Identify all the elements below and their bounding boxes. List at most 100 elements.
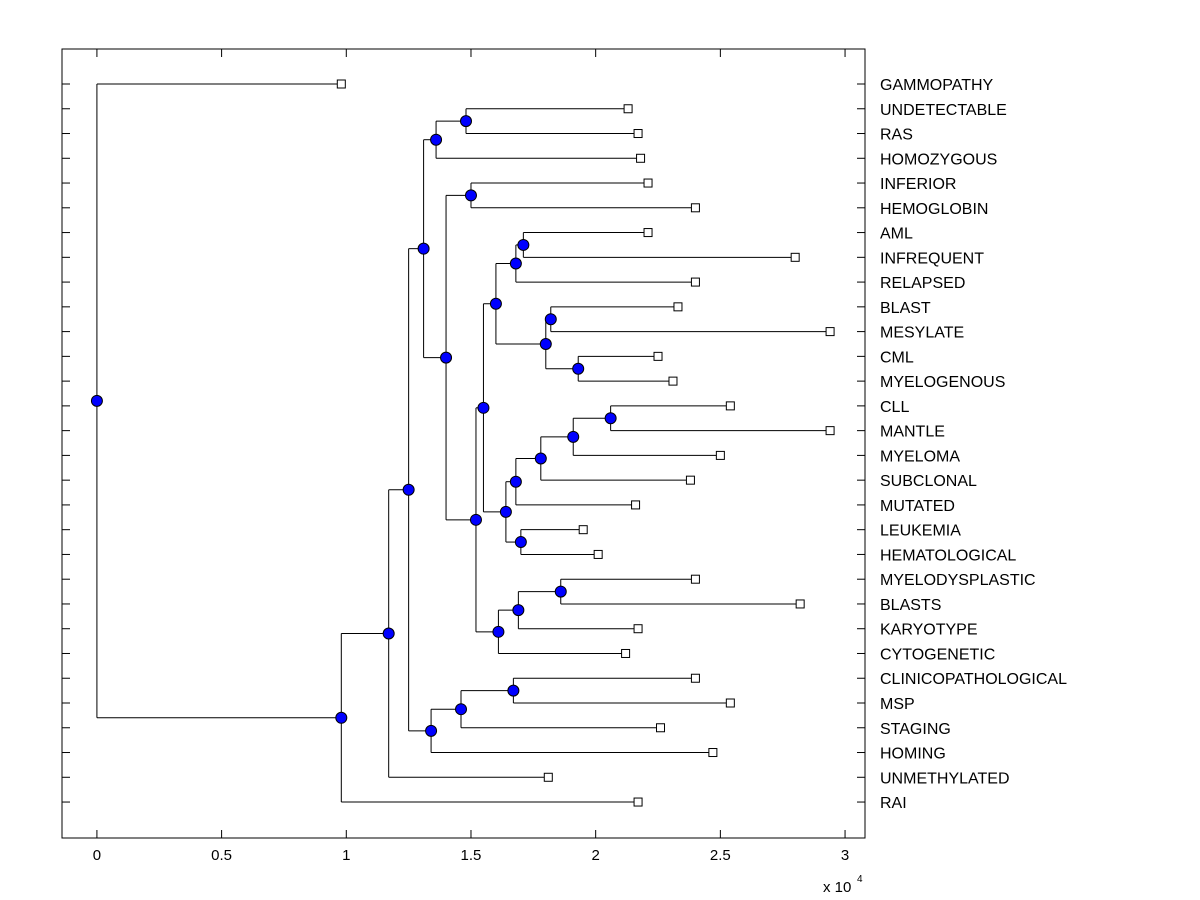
plot-area (61, 48, 866, 839)
leaf-marker (653, 351, 663, 361)
leaf-label: CML (880, 349, 914, 366)
x-tick-label: 2 (591, 847, 599, 864)
leaf-label: UNMETHYLATED (880, 770, 1010, 787)
leaf-marker (621, 648, 631, 658)
leaf-marker (631, 500, 641, 510)
leaf-label: CLL (880, 399, 909, 416)
x-tick-label: 3 (841, 847, 849, 864)
node-marker (464, 189, 477, 202)
node-marker (499, 505, 512, 518)
node-marker (507, 684, 520, 697)
leaf-label: GAMMOPATHY (880, 77, 994, 94)
leaf-marker (633, 129, 643, 139)
x-tick-label: 0.5 (211, 847, 232, 864)
leaf-label: STAGING (880, 721, 951, 738)
node-marker (509, 257, 522, 270)
x-tick-label: 1.5 (461, 847, 482, 864)
leaf-marker (690, 673, 700, 683)
node-marker (469, 513, 482, 526)
leaf-label: BLAST (880, 300, 931, 317)
leaf-label: LEUKEMIA (880, 523, 961, 540)
node-marker (512, 604, 525, 617)
node-marker (402, 483, 415, 496)
leaf-marker (825, 327, 835, 337)
node-marker (425, 724, 438, 737)
leaf-label: MYELOMA (880, 448, 960, 465)
leaf-marker (690, 277, 700, 287)
leaf-label: MUTATED (880, 498, 955, 515)
x-axis-multiplier-exponent: 4 (857, 874, 863, 885)
leaf-label: HEMATOLOGICAL (880, 547, 1016, 564)
node-marker (534, 452, 547, 465)
node-marker (459, 115, 472, 128)
leaf-label: CLINICOPATHOLOGICAL (880, 671, 1067, 688)
leaf-marker (685, 475, 695, 485)
node-marker (539, 337, 552, 350)
node-markers (90, 115, 617, 737)
node-marker (509, 475, 522, 488)
node-marker (90, 394, 103, 407)
leaf-marker (825, 426, 835, 436)
node-marker (544, 313, 557, 326)
leaf-labels: GAMMOPATHY UNDETECTABLE RAS HOMOZYGOUS INFER… (880, 77, 1067, 812)
leaf-marker (656, 723, 666, 733)
leaf-label: HOMING (880, 746, 946, 763)
node-marker (430, 133, 443, 146)
leaf-marker (336, 79, 346, 89)
x-tick-label: 2.5 (710, 847, 731, 864)
leaf-label: HOMOZYGOUS (880, 151, 997, 168)
node-marker (335, 711, 348, 724)
x-tick-labels: 0 0.5 1 1.5 2 2.5 3 (93, 847, 849, 864)
leaf-label: MSP (880, 696, 915, 713)
leaf-label: RELAPSED (880, 275, 965, 292)
x-tick-label: 0 (93, 847, 101, 864)
leaf-marker (636, 153, 646, 163)
leaf-label: HEMOGLOBIN (880, 201, 988, 218)
node-marker (440, 351, 453, 364)
x-axis-multiplier: x 10 (823, 879, 851, 896)
node-marker (489, 297, 502, 310)
leaf-label: BLASTS (880, 597, 941, 614)
axis-ticks (62, 49, 865, 838)
x-tick-label: 1 (342, 847, 350, 864)
node-marker (382, 627, 395, 640)
leaf-label: UNDETECTABLE (880, 102, 1007, 119)
leaf-marker (543, 772, 553, 782)
node-marker (604, 412, 617, 425)
node-marker (567, 430, 580, 443)
leaf-marker (593, 549, 603, 559)
leaf-marker (668, 376, 678, 386)
leaf-marker (708, 748, 718, 758)
node-marker (477, 401, 490, 414)
leaf-label: SUBCLONAL (880, 473, 977, 490)
leaf-markers (336, 79, 835, 807)
leaf-marker (725, 698, 735, 708)
leaf-label: MYELODYSPLASTIC (880, 572, 1036, 589)
leaf-label: INFERIOR (880, 176, 956, 193)
leaf-marker (690, 203, 700, 213)
leaf-marker (790, 252, 800, 262)
leaf-label: INFREQUENT (880, 250, 984, 267)
leaf-label: RAI (880, 795, 907, 812)
leaf-marker (643, 228, 653, 238)
node-marker (455, 703, 468, 716)
leaf-marker (643, 178, 653, 188)
leaf-marker (673, 302, 683, 312)
leaf-label: MANTLE (880, 424, 945, 441)
leaf-marker (690, 574, 700, 584)
node-marker (417, 242, 430, 255)
leaf-marker (633, 624, 643, 634)
leaf-marker (578, 525, 588, 535)
leaf-marker (715, 450, 725, 460)
leaf-label: KARYOTYPE (880, 622, 978, 639)
node-marker (492, 625, 505, 638)
leaf-label: AML (880, 226, 913, 243)
leaf-marker (623, 104, 633, 114)
leaf-marker (725, 401, 735, 411)
node-marker (572, 362, 585, 375)
leaf-label: RAS (880, 127, 913, 144)
leaf-label: MYELOGENOUS (880, 374, 1005, 391)
leaf-label: MESYLATE (880, 325, 964, 342)
node-marker (554, 585, 567, 598)
